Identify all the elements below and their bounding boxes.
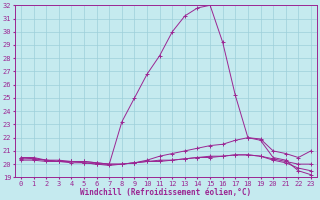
X-axis label: Windchill (Refroidissement éolien,°C): Windchill (Refroidissement éolien,°C) <box>80 188 252 197</box>
